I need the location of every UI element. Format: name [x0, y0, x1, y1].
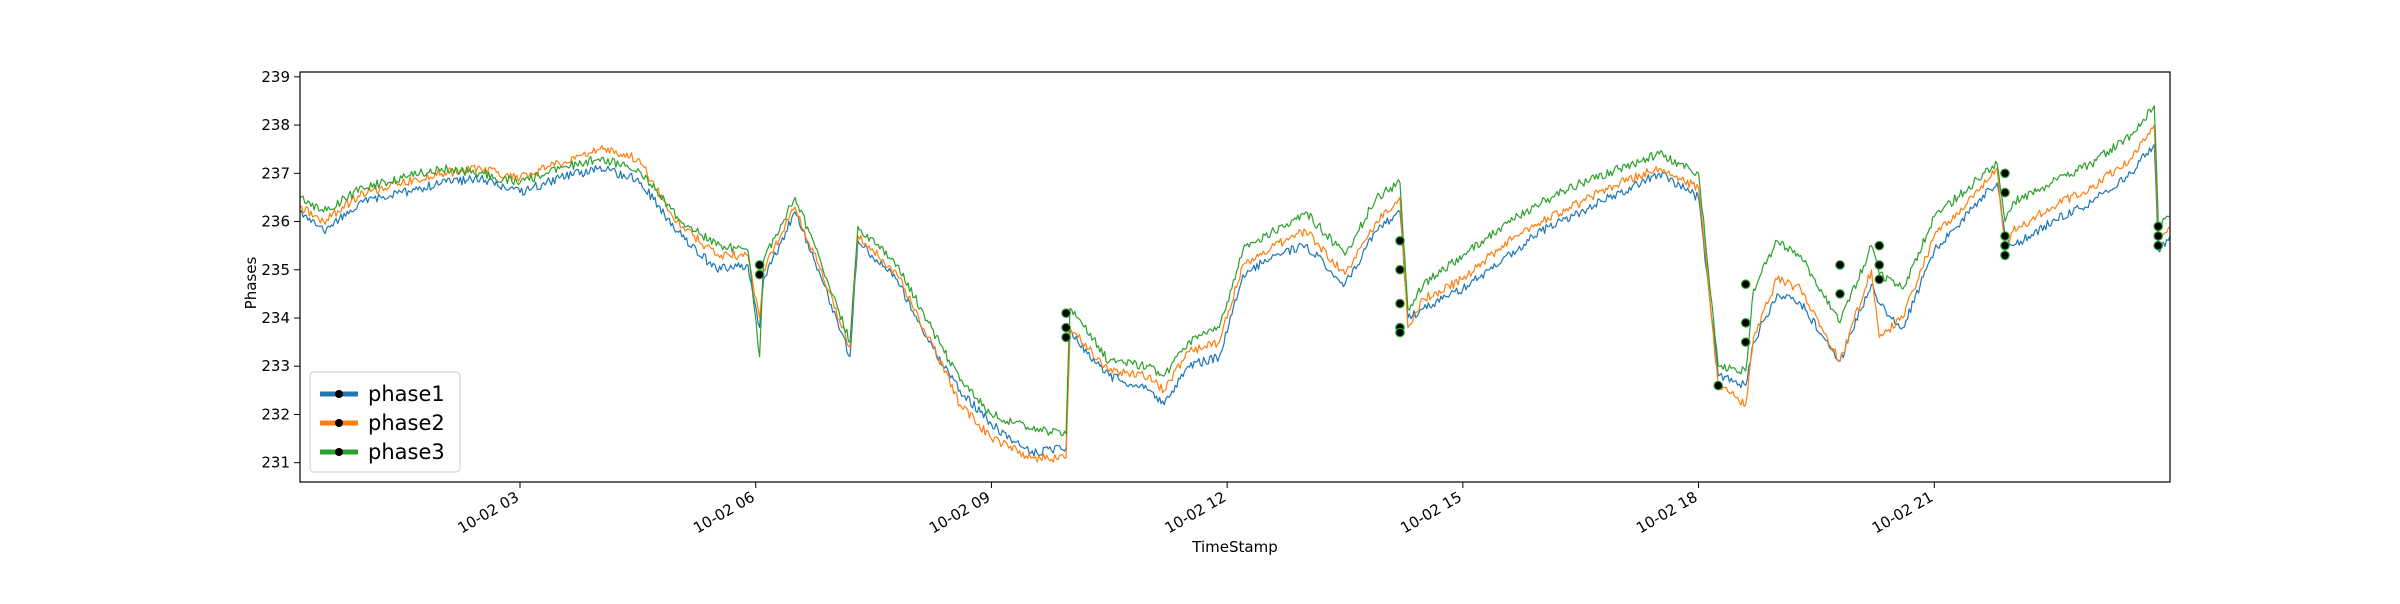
x-tick-label: 10-02 15: [1397, 488, 1464, 537]
data-marker: [1874, 260, 1885, 270]
data-marker: [1395, 327, 1405, 338]
y-tick-label: 237: [261, 164, 290, 182]
legend-label-phase1: phase1: [368, 382, 445, 406]
data-marker: [2000, 231, 2010, 241]
legend-label-phase2: phase2: [368, 411, 445, 435]
y-axis: 231 232 233 234 235 236 237 238 239: [261, 68, 300, 472]
data-marker: [1395, 298, 1405, 309]
y-tick-label: 232: [261, 405, 290, 423]
y-axis-label: Phases: [242, 257, 260, 310]
data-marker: [2153, 221, 2164, 232]
data-marker: [1061, 322, 1071, 333]
legend-marker: [335, 448, 343, 456]
series-line-phase1: [300, 143, 2170, 457]
y-tick-label: 235: [261, 261, 290, 279]
legend-box: [309, 371, 461, 473]
data-marker: [1061, 332, 1071, 343]
data-marker: [1713, 380, 1724, 391]
data-marker: [1740, 337, 1751, 347]
data-marker: [754, 269, 765, 280]
plot-frame: [299, 71, 2171, 483]
x-tick-label: 10-02 03: [455, 488, 522, 537]
x-tick-label: 10-02 06: [690, 488, 757, 537]
data-marker: [2153, 231, 2164, 241]
legend: phase1 phase2 phase3: [309, 371, 461, 473]
data-marker: [1395, 236, 1405, 246]
data-marker: [2000, 168, 2010, 179]
data-marker: [1874, 240, 1885, 251]
data-marker: [1874, 274, 1885, 285]
y-tick-label: 231: [261, 454, 290, 472]
marker-layer: [754, 168, 2164, 391]
x-tick-label: 10-02 12: [1162, 488, 1229, 537]
y-tick-label: 239: [261, 68, 290, 86]
legend-marker: [335, 419, 343, 427]
data-marker: [1835, 260, 1845, 270]
data-marker: [2000, 187, 2010, 198]
y-tick-label: 233: [261, 357, 290, 375]
data-marker: [754, 260, 765, 270]
x-axis: 10-02 03 10-02 06 10-02 09 10-02 12 10-02 15…: [455, 482, 1936, 537]
data-marker: [1740, 318, 1751, 328]
data-marker: [2153, 240, 2164, 251]
y-tick-label: 236: [261, 213, 290, 231]
data-marker: [2000, 250, 2010, 261]
x-tick-label: 10-02 21: [1869, 488, 1936, 537]
x-tick-label: 10-02 09: [926, 488, 993, 537]
series-layer: [300, 105, 2170, 463]
data-marker: [1061, 308, 1071, 318]
data-marker: [1740, 279, 1751, 290]
data-marker: [2000, 240, 2010, 251]
legend-label-phase3: phase3: [368, 440, 445, 464]
series-line-phase2: [300, 124, 2170, 463]
series-line-phase3: [300, 105, 2170, 437]
y-tick-label: 234: [261, 309, 290, 327]
x-tick-label: 10-02 18: [1633, 488, 1700, 537]
y-tick-label: 238: [261, 116, 290, 134]
x-axis-label: TimeStamp: [1191, 538, 1277, 556]
data-marker: [1395, 264, 1405, 275]
legend-marker: [335, 390, 343, 398]
data-marker: [1835, 289, 1845, 299]
